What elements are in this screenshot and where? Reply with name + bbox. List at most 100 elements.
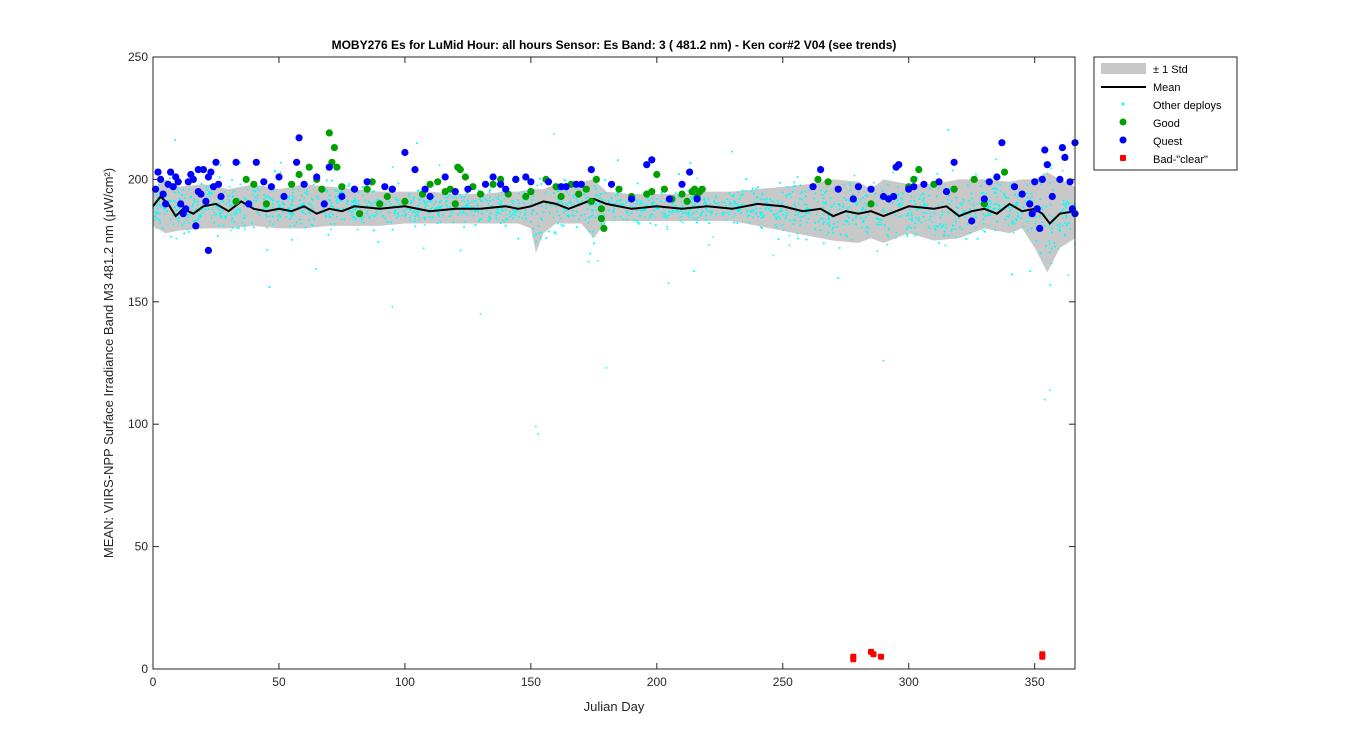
other-deploy-point <box>910 212 913 214</box>
other-deploy-point <box>229 204 232 207</box>
other-deploy-point <box>294 224 296 227</box>
other-deploy-point <box>498 212 501 215</box>
other-deploy-point <box>621 203 623 205</box>
other-deploy-point <box>196 204 199 206</box>
other-deploy-point <box>653 201 655 204</box>
other-deploy-point <box>524 212 526 215</box>
other-deploy-point <box>998 205 1001 208</box>
other-deploy-point <box>851 193 854 196</box>
other-deploy-point <box>770 210 772 212</box>
other-deploy-point <box>492 198 494 201</box>
other-deploy-point <box>635 219 638 222</box>
other-deploy-point <box>514 211 517 214</box>
other-deploy-point <box>1050 247 1053 250</box>
other-deploy-point <box>974 226 977 229</box>
other-deploy-point <box>437 213 439 216</box>
other-deploy-point <box>243 213 246 216</box>
other-deploy-point <box>1043 224 1046 227</box>
other-deploy-point <box>414 211 417 214</box>
other-deploy-point <box>186 214 189 217</box>
other-deploy-point <box>532 227 534 230</box>
other-deploy-point <box>791 190 794 193</box>
other-deploy-point <box>484 198 487 201</box>
other-deploy-point <box>177 188 179 191</box>
other-deploy-point <box>923 203 926 206</box>
other-deploy-point <box>409 219 412 222</box>
other-deploy-point <box>549 204 552 206</box>
other-deploy-point <box>523 214 526 217</box>
other-deploy-point <box>373 189 375 192</box>
other-deploy-point <box>171 214 174 217</box>
other-deploy-point <box>929 188 932 190</box>
other-deploy-point <box>781 224 784 227</box>
other-deploy-point <box>500 191 503 194</box>
other-deploy-point <box>172 199 175 202</box>
other-deploy-point <box>775 212 778 215</box>
other-deploy-point <box>175 209 178 212</box>
other-deploy-point <box>955 220 957 223</box>
other-deploy-point <box>525 217 527 220</box>
other-deploy-point <box>438 201 441 204</box>
other-deploy-point <box>257 189 260 192</box>
other-deploy-point <box>189 213 192 216</box>
other-deploy-point <box>1014 203 1017 205</box>
other-deploy-point <box>777 238 780 241</box>
other-deploy-point <box>599 197 601 199</box>
other-deploy-point <box>1045 245 1048 248</box>
other-deploy-point <box>636 200 638 203</box>
other-deploy-point <box>644 216 646 219</box>
other-deploy-point <box>531 199 534 202</box>
other-deploy-point <box>682 221 684 224</box>
other-deploy-point <box>258 214 261 217</box>
other-deploy-point <box>242 205 245 207</box>
other-deploy-point <box>252 199 255 202</box>
other-deploy-point <box>1050 167 1053 170</box>
other-deploy-point <box>905 214 908 217</box>
other-deploy-point <box>814 192 817 195</box>
other-deploy-point <box>373 214 376 217</box>
other-deploy-point <box>490 205 493 208</box>
other-deploy-point <box>923 205 926 208</box>
other-deploy-point <box>982 222 985 225</box>
other-deploy-point <box>703 196 706 199</box>
other-deploy-point <box>534 233 537 236</box>
other-deploy-point <box>1022 206 1025 209</box>
other-deploy-point <box>1058 223 1061 225</box>
other-deploy-point <box>497 202 500 205</box>
other-deploy-point <box>937 187 940 190</box>
other-deploy-point <box>738 198 741 200</box>
other-deploy-point <box>181 194 183 197</box>
other-deploy-point <box>300 222 303 225</box>
other-deploy-point <box>495 214 498 217</box>
other-deploy-point <box>281 201 284 203</box>
other-deploy-point <box>371 214 373 217</box>
other-deploy-point <box>564 203 567 206</box>
other-deploy-point <box>397 182 400 185</box>
other-deploy-point <box>803 203 806 206</box>
other-deploy-point <box>208 185 211 187</box>
other-deploy-point <box>746 209 749 212</box>
other-deploy-point <box>988 199 991 202</box>
other-deploy-point <box>995 158 998 161</box>
other-deploy-point <box>771 200 773 203</box>
other-deploy-point <box>556 222 559 225</box>
other-deploy-point <box>213 221 216 224</box>
other-deploy-point <box>155 211 157 214</box>
other-deploy-point <box>268 197 271 199</box>
other-deploy-point <box>792 185 795 188</box>
other-deploy-point <box>832 231 834 234</box>
other-deploy-point <box>805 212 808 215</box>
other-deploy-point <box>457 213 460 216</box>
other-deploy-point <box>715 202 718 205</box>
other-deploy-point <box>642 202 644 205</box>
other-deploy-point <box>360 217 363 220</box>
other-deploy-point <box>715 213 717 216</box>
other-deploy-point <box>575 197 578 200</box>
other-deploy-point <box>721 201 723 204</box>
other-deploy-point <box>733 221 735 224</box>
other-deploy-point <box>410 199 412 202</box>
other-deploy-point <box>781 191 784 194</box>
other-deploy-point <box>566 203 569 206</box>
other-deploy-point <box>604 199 606 202</box>
other-deploy-point <box>822 201 824 204</box>
